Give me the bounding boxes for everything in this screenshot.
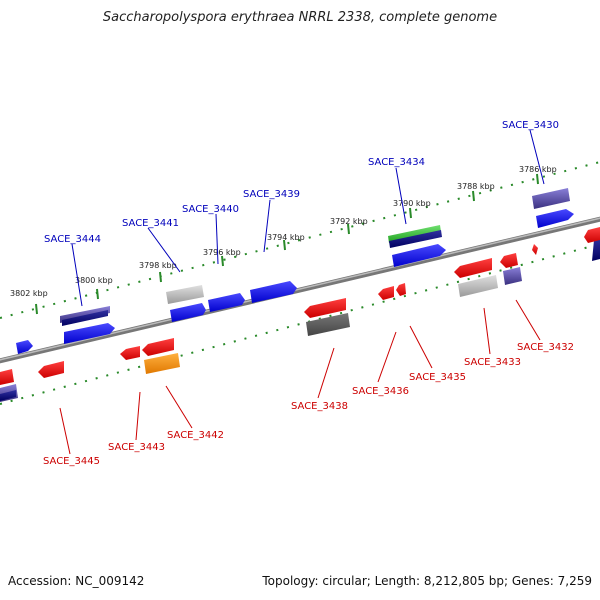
gene-forward[interactable] <box>389 230 442 248</box>
gene-label-sace-3430[interactable]: SACE_3430 <box>502 120 559 131</box>
kbp-label: 3788 kbp <box>457 182 495 191</box>
gene-label-sace-3442[interactable]: SACE_3442 <box>167 430 224 441</box>
gene-label-sace-3435[interactable]: SACE_3435 <box>409 372 466 383</box>
kbp-labels: 3802 kbp 3800 kbp 3798 kbp 3796 kbp 3794… <box>10 165 557 298</box>
gene-reverse[interactable] <box>584 227 600 243</box>
reverse-tick-track <box>0 243 600 405</box>
gene-reverse[interactable] <box>0 390 16 401</box>
bottom-gene-labels: SACE_3445 SACE_3443 SACE_3442 SACE_3438 … <box>43 342 574 467</box>
gene-sace-3432[interactable] <box>503 267 522 285</box>
gene-label-sace-3440[interactable]: SACE_3440 <box>182 204 239 215</box>
gene-reverse[interactable] <box>0 369 14 385</box>
kbp-ticks <box>35 173 539 315</box>
gene-forward[interactable] <box>170 303 206 322</box>
reverse-genes <box>0 227 600 402</box>
gene-sace-3435[interactable] <box>396 283 406 296</box>
gene-forward[interactable] <box>392 244 446 267</box>
kbp-label: 3792 kbp <box>330 217 368 226</box>
gene-label-sace-3438[interactable]: SACE_3438 <box>291 401 348 412</box>
gene-sace-3438[interactable] <box>306 313 350 336</box>
gene-sace-3436[interactable] <box>378 286 394 300</box>
gene-reverse[interactable] <box>304 298 346 318</box>
top-gene-labels: SACE_3444 SACE_3441 SACE_3440 SACE_3439 … <box>44 120 559 245</box>
gene-label-sace-3439[interactable]: SACE_3439 <box>243 189 300 200</box>
gene-forward[interactable] <box>536 209 574 228</box>
gene-label-sace-3441[interactable]: SACE_3441 <box>122 218 179 229</box>
kbp-label: 3790 kbp <box>393 199 431 208</box>
gene-label-sace-3434[interactable]: SACE_3434 <box>368 157 425 168</box>
kbp-label: 3796 kbp <box>203 248 241 257</box>
bottom-leader-lines <box>59 299 541 455</box>
gene-sace-3430[interactable] <box>532 188 570 209</box>
gene-sace-3443[interactable] <box>120 346 140 360</box>
gene-reverse[interactable] <box>532 244 538 255</box>
gene-forward[interactable] <box>62 310 108 326</box>
top-leader-lines <box>71 129 545 307</box>
kbp-label: 3800 kbp <box>75 276 113 285</box>
gene-reverse[interactable] <box>500 253 518 268</box>
gene-forward[interactable] <box>16 340 33 354</box>
gene-label-sace-3443[interactable]: SACE_3443 <box>108 442 165 453</box>
gene-label-sace-3436[interactable]: SACE_3436 <box>352 386 409 397</box>
forward-genes <box>16 188 600 354</box>
gene-label-sace-3432[interactable]: SACE_3432 <box>517 342 574 353</box>
gene-sace-3441[interactable] <box>166 285 204 304</box>
kbp-label: 3802 kbp <box>10 289 48 298</box>
gene-sace-3439[interactable] <box>250 281 297 303</box>
gene-forward[interactable] <box>64 323 115 344</box>
gene-sace-3440[interactable] <box>208 293 245 312</box>
kbp-label: 3794 kbp <box>267 233 305 242</box>
forward-tick-track <box>0 161 600 319</box>
gene-reverse[interactable] <box>454 258 492 278</box>
accession-label: Accession: NC_009142 <box>8 574 145 588</box>
gene-reverse[interactable] <box>38 361 64 378</box>
gene-label-sace-3445[interactable]: SACE_3445 <box>43 456 100 467</box>
gene-sace-3433[interactable] <box>458 275 498 297</box>
genome-title: Saccharopolyspora erythraea NRRL 2338, c… <box>102 10 498 25</box>
gene-sace-3442[interactable] <box>144 353 180 374</box>
genome-backbone-highlight <box>0 217 600 361</box>
kbp-label: 3786 kbp <box>519 165 557 174</box>
gene-reverse[interactable] <box>142 338 174 356</box>
genome-stats: Topology: circular; Length: 8,212,805 bp… <box>262 574 592 588</box>
gene-forward[interactable] <box>592 238 600 261</box>
genome-backbone <box>0 216 600 364</box>
gene-label-sace-3433[interactable]: SACE_3433 <box>464 357 521 368</box>
gene-label-sace-3444[interactable]: SACE_3444 <box>44 234 101 245</box>
kbp-label: 3798 kbp <box>139 261 177 270</box>
